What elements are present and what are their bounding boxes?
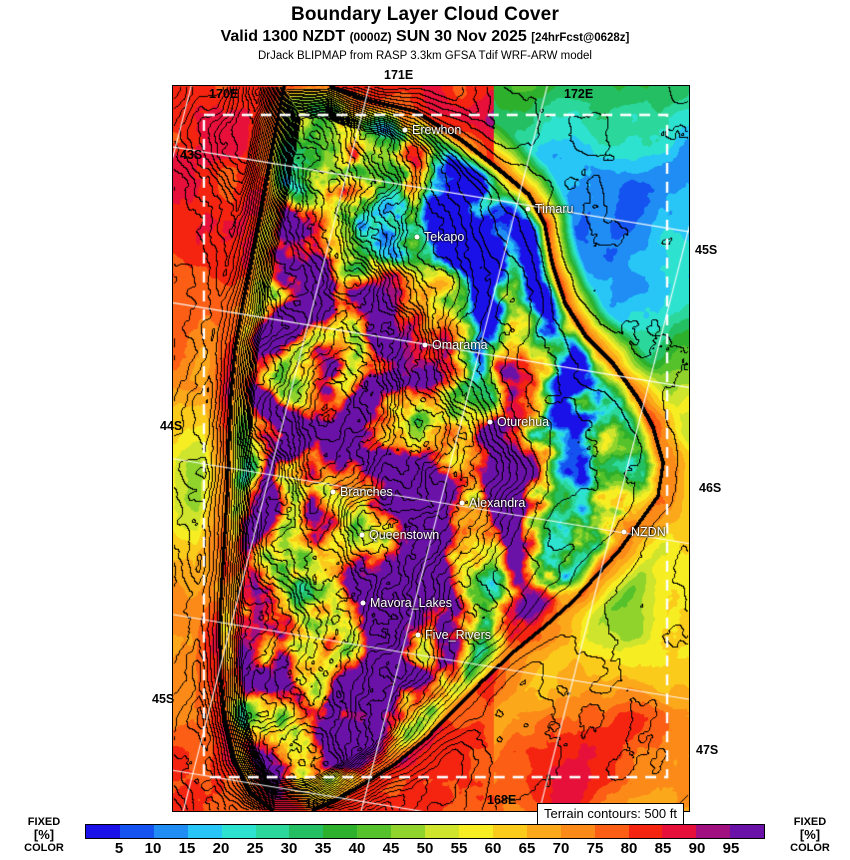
colorbar-band-5 — [255, 825, 290, 838]
color-label-bottom-right: COLOR — [790, 842, 830, 854]
colorbar-band-3 — [187, 825, 222, 838]
colorbar-band-16 — [628, 825, 663, 838]
terrain-contour-legend: Terrain contours: 500 ft — [537, 803, 684, 825]
valid-utc: (0000Z) — [349, 30, 392, 44]
city-label: Erewhon — [412, 123, 462, 137]
colorbar-scale[interactable] — [85, 824, 765, 839]
colorbar-tick-30: 30 — [280, 840, 298, 857]
map-overlay: Erewhon Timaru Tekapo Omarama Oturehua Branch… — [173, 86, 689, 811]
city-label: Tekapo — [424, 230, 465, 244]
colorbar-tick-75: 75 — [586, 840, 604, 857]
city-dot-icon — [402, 127, 408, 133]
colorbar-band-6 — [289, 825, 324, 838]
city-dot-icon — [330, 489, 336, 495]
colorbar-band-19 — [730, 825, 765, 838]
city-dot-icon — [360, 600, 366, 606]
city-label: Queenstown — [369, 528, 440, 542]
colorbar-label-right: FIXED [%] COLOR — [780, 816, 840, 854]
colorbar-ticks: 5 10 15 20 25 30 35 40 45 50 55 60 65 70 75 80 85 90 95 — [85, 840, 765, 860]
colorbar-tick-65: 65 — [518, 840, 536, 857]
colorbar-band-15 — [594, 825, 629, 838]
city-dot-icon — [459, 500, 465, 506]
page-title: Boundary Layer Cloud Cover — [290, 4, 560, 25]
city-label: Mavora_Lakes — [370, 596, 452, 610]
forecast-tag: [24hrFcst@0628z] — [531, 32, 630, 44]
colorbar-tick-10: 10 — [144, 840, 162, 857]
colorbar-tick-55: 55 — [450, 840, 468, 857]
grid-label-lat-44S: 44S — [160, 419, 183, 433]
city-label: Omarama — [432, 338, 488, 352]
city-label: Oturehua — [497, 415, 550, 429]
grid-label-lat-47S: 47S — [696, 743, 719, 757]
colorbar-band-8 — [357, 825, 392, 838]
colorbar-band-12 — [492, 825, 527, 838]
colorbar-tick-80: 80 — [620, 840, 638, 857]
percent-label-right: [%] — [799, 827, 821, 842]
colorbar-tick-85: 85 — [654, 840, 672, 857]
city-label: Branches — [340, 485, 393, 499]
city-label: Alexandra — [469, 496, 526, 510]
city-dot-icon — [415, 632, 421, 638]
colorbar-band-1 — [119, 825, 154, 838]
colorbar-tick-20: 20 — [212, 840, 230, 857]
valid-date: SUN 30 Nov 2025 — [396, 28, 527, 45]
colorbar-band-2 — [153, 825, 188, 838]
colorbar-band-4 — [221, 825, 256, 838]
city-dot-icon — [422, 342, 428, 348]
colorbar-tick-50: 50 — [416, 840, 434, 857]
color-label-bottom: COLOR — [24, 842, 64, 854]
colorbar-tick-45: 45 — [382, 840, 400, 857]
grid-label-lon-172E: 172E — [564, 87, 594, 101]
colorbar-band-10 — [425, 825, 459, 838]
colorbar-tick-90: 90 — [688, 840, 706, 857]
colorbar-band-11 — [458, 825, 493, 838]
grid-label-lat-46S: 46S — [699, 481, 722, 495]
colorbar-tick-40: 40 — [348, 840, 366, 857]
fixed-label-top-right: FIXED — [793, 816, 827, 828]
colorbar-label-left: FIXED [%] COLOR — [14, 816, 74, 854]
grid-label-lon-171E: 171E — [384, 68, 414, 82]
percent-label: [%] — [33, 827, 55, 842]
colorbar-band-17 — [662, 825, 697, 838]
city-dot-icon — [487, 419, 493, 425]
grid-label-lat-45S: 45S — [152, 692, 175, 706]
model-line: DrJack BLIPMAP from RASP 3.3km GFSA Tdif… — [257, 50, 592, 62]
colorbar-tick-70: 70 — [552, 840, 570, 857]
header-block: Boundary Layer Cloud Cover Valid 1300 NZ… — [0, 0, 850, 64]
colorbar-tick-5: 5 — [114, 840, 124, 857]
city-dot-icon — [414, 234, 420, 240]
cloud-cover-field — [173, 86, 689, 811]
colorbar-band-13 — [526, 825, 561, 838]
city-label: Timaru — [535, 202, 574, 216]
valid-time: Valid 1300 NZDT — [220, 28, 346, 45]
city-dot-icon — [359, 532, 365, 538]
cloud-cover-map[interactable]: Erewhon Timaru Tekapo Omarama Oturehua Branch… — [172, 85, 690, 812]
city-label: Five_Rivers — [425, 628, 491, 642]
colorbar-tick-25: 25 — [246, 840, 264, 857]
colorbar-tick-60: 60 — [484, 840, 502, 857]
fixed-label-top: FIXED — [27, 816, 61, 828]
colorbar-band-7 — [323, 825, 358, 838]
city-dot-icon — [525, 206, 531, 212]
valid-line: Valid 1300 NZDT (0000Z) SUN 30 Nov 2025 … — [0, 27, 850, 48]
colorbar-tick-35: 35 — [314, 840, 332, 857]
city-label: NZDN — [631, 525, 666, 539]
colorbar-band-14 — [560, 825, 595, 838]
colorbar-band-9 — [391, 825, 426, 838]
grid-label-lat-45S: 45S — [695, 243, 718, 257]
colorbar-band-18 — [696, 825, 731, 838]
grid-label-lon-170E: 170E — [209, 87, 239, 101]
colorbar-band-0 — [86, 825, 120, 838]
colorbar-tick-95: 95 — [722, 840, 740, 857]
grid-label-lon-168E: 168E — [487, 793, 517, 807]
colorbar-tick-15: 15 — [178, 840, 196, 857]
grid-label-lon-167E: 167E — [305, 797, 335, 811]
city-dot-icon — [621, 529, 627, 535]
grid-label-lat-43S: 43S — [180, 148, 203, 162]
